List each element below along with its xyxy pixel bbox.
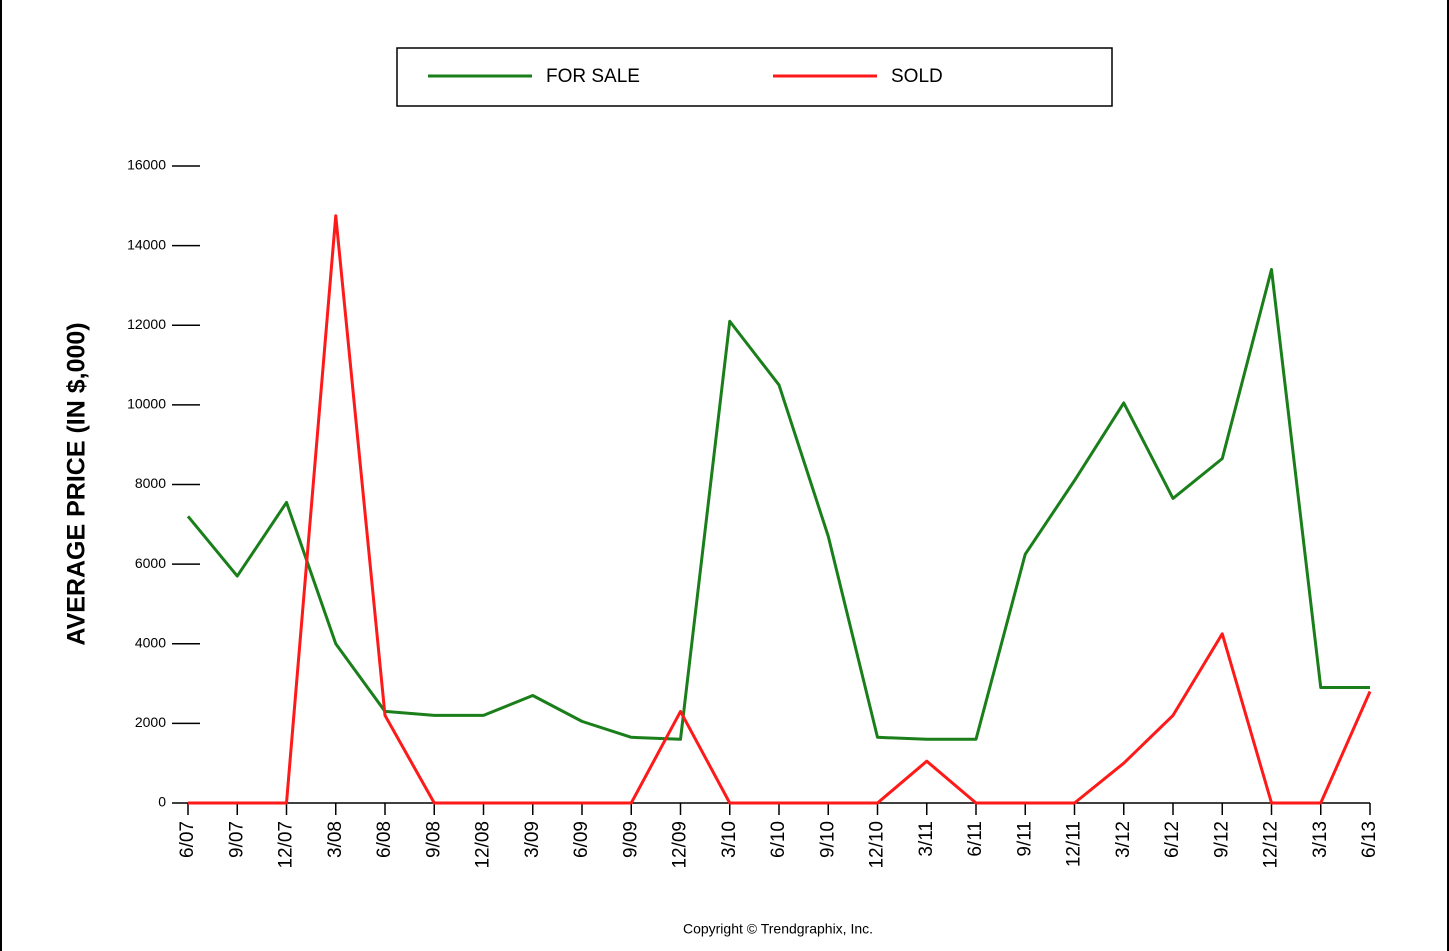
x-tick-label: 9/11 — [1014, 821, 1035, 857]
x-tick-label: 12/08 — [473, 821, 494, 869]
x-tick-label: 9/09 — [620, 821, 641, 858]
y-tick-label: 14000 — [127, 236, 166, 252]
x-tick-label: 3/11 — [916, 821, 937, 857]
x-tick-label: 9/10 — [817, 821, 838, 858]
footer: Copyright © Trendgraphix, Inc. — [683, 921, 873, 937]
x-tick-label: 3/10 — [719, 821, 740, 858]
x-tick-label: 3/12 — [1113, 821, 1134, 858]
y-tick-label: 2000 — [135, 714, 166, 730]
x-tick-label: 6/13 — [1359, 821, 1380, 858]
y-tick-label: 10000 — [127, 396, 166, 412]
y-tick-label: 4000 — [135, 634, 166, 650]
x-tick-label: 12/10 — [867, 821, 888, 869]
x-tick-label: 6/08 — [374, 821, 395, 858]
y-tick-label: 0 — [158, 794, 166, 810]
x-tick-label: 6/07 — [177, 821, 198, 858]
x-tick-label: 6/12 — [1162, 821, 1183, 858]
y-tick-label: 16000 — [127, 157, 166, 173]
x-tick-label: 6/09 — [571, 821, 592, 858]
legend-label: FOR SALE — [546, 66, 640, 87]
y-tick-label: 6000 — [135, 555, 166, 571]
series-line — [188, 214, 1372, 805]
legend-label: SOLD — [891, 66, 943, 87]
x-tick-label: 3/08 — [325, 821, 346, 858]
x-tick-label: 12/11 — [1064, 821, 1085, 867]
x-tick-label: 9/12 — [1211, 821, 1232, 858]
x-tick-label: 12/07 — [276, 821, 297, 869]
x-tick-label: 12/12 — [1261, 821, 1282, 869]
x-tick-label: 9/07 — [226, 821, 247, 858]
x-tick-label: 3/09 — [522, 821, 543, 858]
x-tick-label: 9/08 — [423, 821, 444, 858]
y-tick-label: 12000 — [127, 316, 166, 332]
x-tick-label: 6/10 — [768, 821, 789, 858]
x-tick-label: 6/11 — [965, 821, 986, 857]
x-tick-label: 3/13 — [1310, 821, 1331, 858]
y-axis-label: AVERAGE PRICE (IN $,000) — [63, 322, 91, 645]
y-tick-label: 8000 — [135, 475, 166, 491]
x-tick-label: 12/09 — [670, 821, 691, 869]
